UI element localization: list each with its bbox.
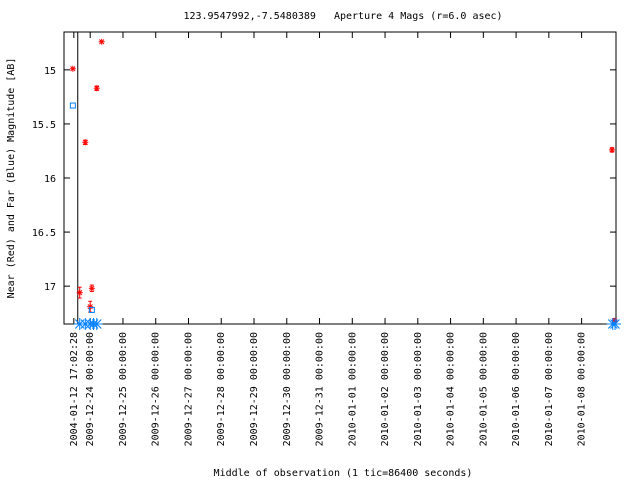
x-axis-ticks: 2004-01-12 17:02:28 2009-12-24 00:00:00 20… — [69, 32, 588, 446]
data-points — [69, 38, 622, 330]
x-tick-label: 2009-12-28 00:00:00 — [216, 332, 227, 446]
box-marker — [88, 306, 95, 313]
x-tick-label: 2010-01-05 00:00:00 — [478, 332, 489, 446]
x-tick-label: 2010-01-01 00:00:00 — [347, 332, 358, 446]
y-tick-label: 16.5 — [32, 228, 56, 239]
plot-frame — [63, 31, 617, 325]
y-tick-label: 15.5 — [32, 120, 56, 131]
x-tick-label: 2009-12-25 00:00:00 — [118, 332, 129, 446]
x-axis-label: Middle of observation (1 tic=86400 secon… — [214, 468, 473, 479]
star-stroke — [94, 85, 100, 91]
x-tick-label: 2009-12-27 00:00:00 — [183, 332, 194, 446]
x-tick-label: 2009-12-26 00:00:00 — [151, 332, 162, 446]
star-stroke — [99, 39, 105, 45]
y-axis-ticks: 15 15.5 16 16.5 17 — [32, 66, 616, 293]
data-point-star — [98, 38, 105, 45]
data-point-box — [69, 102, 76, 109]
x-tick-label: 2009-12-31 00:00:00 — [315, 332, 326, 446]
data-point-star — [609, 318, 622, 330]
y-tick-label: 17 — [44, 282, 56, 293]
y-tick-label: 15 — [44, 66, 56, 77]
data-point-star — [609, 146, 616, 153]
data-point-box — [88, 306, 95, 313]
x-tick-label: 2009-12-29 00:00:00 — [249, 332, 260, 446]
data-point-star — [76, 286, 83, 299]
star-stroke — [77, 290, 83, 296]
y-tick-label: 16 — [44, 174, 56, 185]
star-stroke — [87, 304, 93, 310]
x-tick-label: 2009-12-30 00:00:00 — [282, 332, 293, 446]
star-stroke — [609, 147, 615, 153]
x-tick-label: 2010-01-04 00:00:00 — [446, 332, 457, 446]
x-tick-label: 2004-01-12 17:02:28 — [69, 332, 80, 446]
star-stroke — [89, 285, 95, 291]
data-point-star — [82, 139, 89, 146]
x-tick-label: 2010-01-06 00:00:00 — [511, 332, 522, 446]
x-tick-label: 2010-01-07 00:00:00 — [544, 332, 555, 446]
data-point-star — [93, 85, 100, 92]
y-axis-label: Near (Red) and Far (Blue) Magnitude [AB] — [6, 58, 17, 299]
star-stroke — [91, 319, 102, 329]
box-marker — [69, 102, 76, 109]
data-point-star — [88, 284, 95, 293]
data-point-star — [87, 300, 94, 313]
x-tick-label: 2010-01-03 00:00:00 — [413, 332, 424, 446]
star-stroke — [82, 139, 88, 145]
x-tick-label: 2010-01-08 00:00:00 — [577, 332, 588, 446]
x-tick-label: 2009-12-24 00:00:00 — [85, 332, 96, 446]
chart-title: 123.9547992,-7.5480389 Aperture 4 Mags (… — [183, 11, 502, 22]
star-stroke — [70, 66, 76, 72]
x-tick-label: 2010-01-02 00:00:00 — [380, 332, 391, 446]
star-stroke — [610, 319, 620, 329]
data-point-star — [90, 318, 103, 330]
data-point-star — [69, 65, 76, 72]
